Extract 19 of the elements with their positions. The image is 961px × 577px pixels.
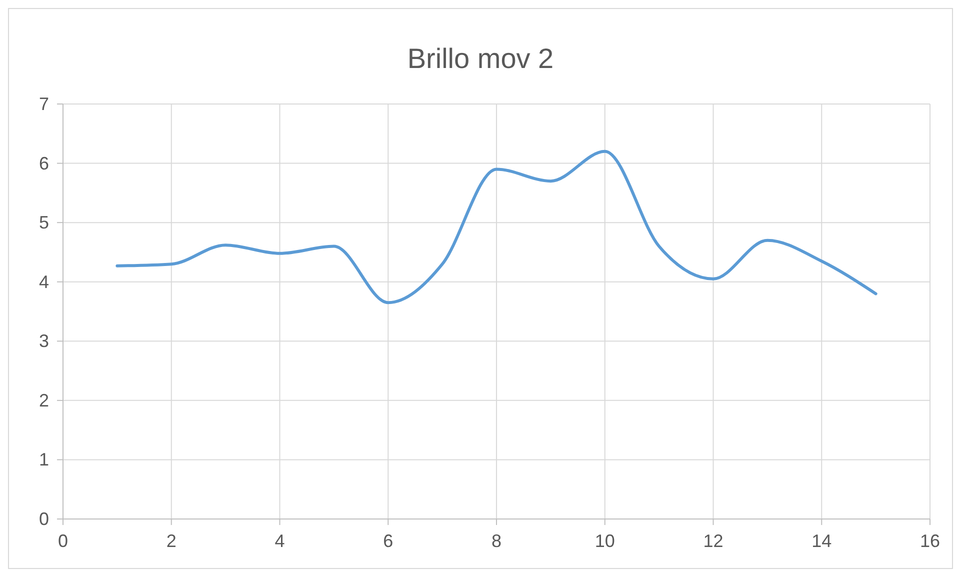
y-tick-label: 6 — [38, 153, 49, 174]
y-tick-label: 4 — [38, 272, 49, 292]
y-tick-label: 7 — [38, 94, 49, 114]
y-tick-label: 2 — [38, 390, 49, 410]
x-tick-label: 16 — [920, 531, 940, 551]
x-tick-label: 6 — [383, 531, 394, 551]
x-tick-label: 14 — [812, 531, 832, 551]
x-tick-label: 8 — [491, 531, 502, 551]
y-tick-label: 1 — [38, 450, 49, 470]
y-tick-label: 0 — [38, 509, 49, 529]
x-tick-label: 12 — [703, 531, 724, 551]
line-series — [116, 150, 878, 304]
x-tick-label: 2 — [166, 531, 176, 551]
x-tick-label: 10 — [594, 531, 615, 551]
x-tick-label: 4 — [274, 531, 285, 551]
y-tick-label: 5 — [38, 212, 49, 233]
y-tick-label: 3 — [38, 331, 49, 352]
chart-title: Brillo mov 2 — [407, 43, 554, 74]
x-tick-label: 0 — [58, 531, 68, 551]
